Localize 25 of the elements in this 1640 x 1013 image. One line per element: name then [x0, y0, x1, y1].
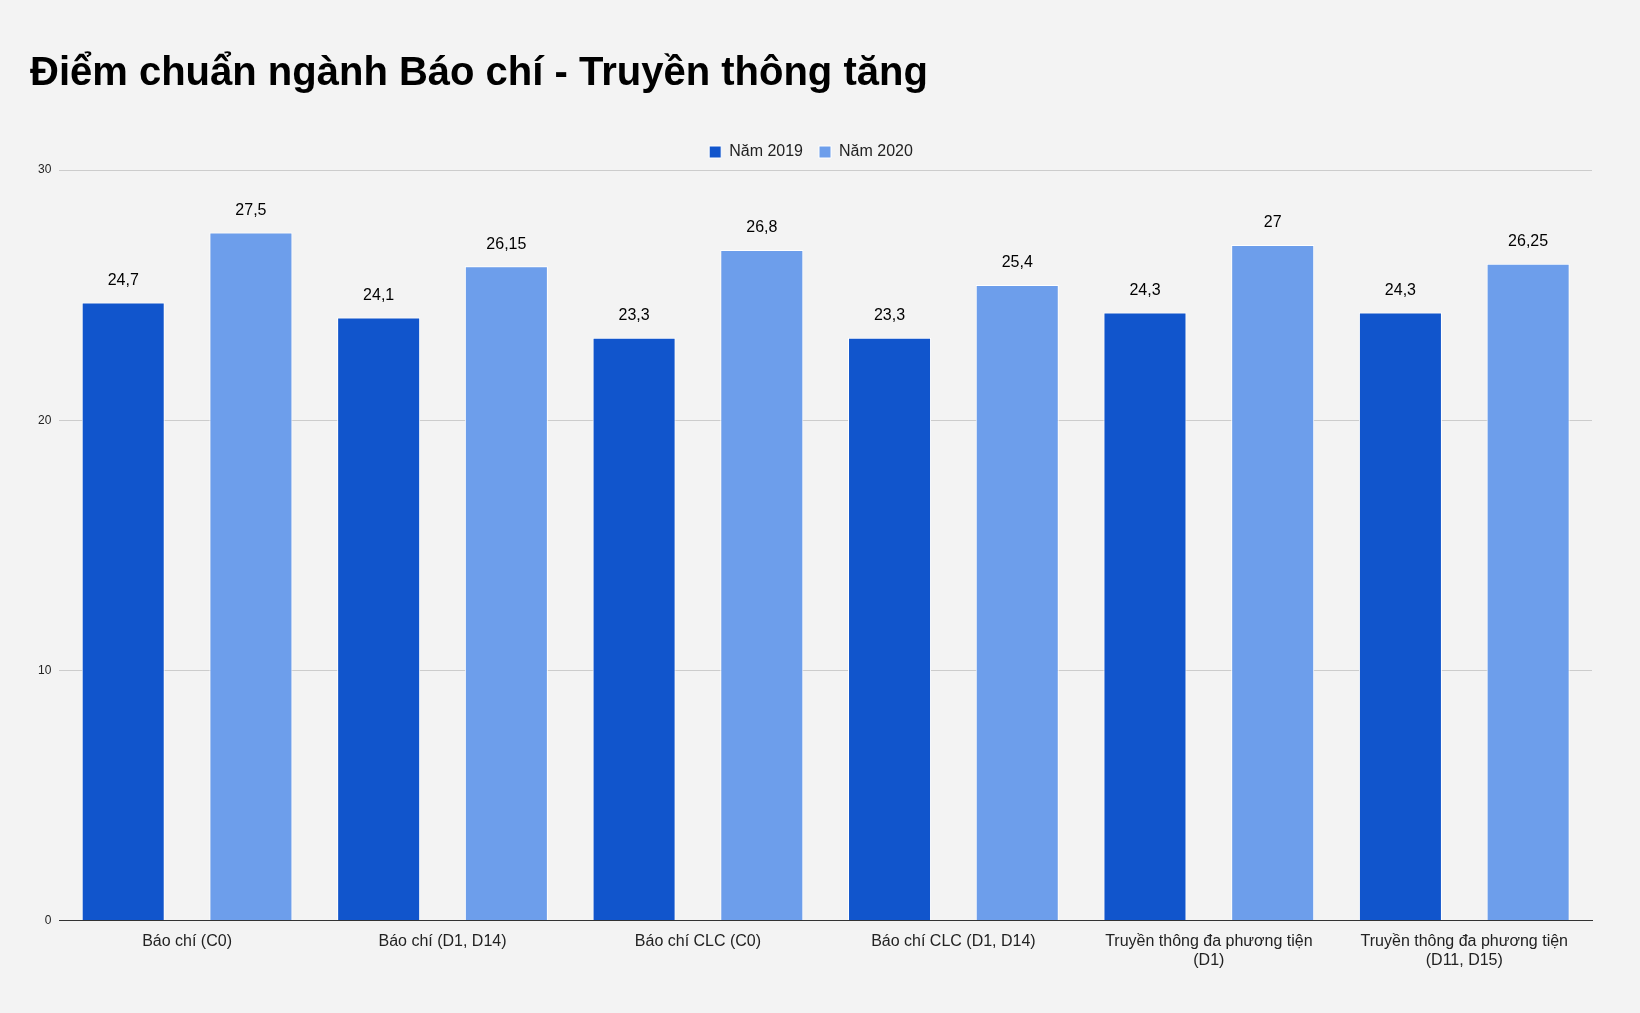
data-label: 23,3: [618, 306, 650, 324]
data-label: 25,4: [1001, 253, 1033, 271]
legend-label: Năm 2019: [729, 142, 804, 160]
x-tick-label: Báo chí (D1, D14): [378, 931, 507, 949]
x-tick-label: Báo chí CLC (D1, D14): [871, 931, 1036, 949]
data-label: 24,1: [363, 286, 395, 304]
data-label: 23,3: [873, 306, 906, 324]
y-tick-label: 0: [44, 912, 52, 927]
data-label: 27,5: [235, 200, 267, 218]
x-tick-label: Báo chí CLC (C0): [634, 931, 762, 949]
x-tick-label: Truyền thông đa phương tiện (D1): [1105, 931, 1313, 968]
x-tick-label: Truyền thông đa phương tiện (D11, D15): [1360, 931, 1568, 968]
y-tick-label: 30: [37, 162, 52, 177]
x-tick-label: Báo chí (C0): [142, 931, 232, 949]
data-label: 27: [1263, 213, 1282, 231]
data-label: 24,3: [1384, 281, 1417, 299]
y-tick-label: 10: [37, 662, 52, 677]
y-tick-label: 20: [37, 412, 52, 427]
chart-title: Điểm chuẩn ngành Báo chí - Truyền thông tăng: [30, 49, 928, 94]
data-label: 24,7: [107, 271, 139, 289]
legend-label: Năm 2020: [839, 142, 913, 160]
data-label: 26,8: [746, 218, 778, 236]
data-label: 26,25: [1508, 232, 1549, 250]
data-label: 24,3: [1129, 281, 1161, 299]
data-label: 26,15: [486, 234, 527, 252]
